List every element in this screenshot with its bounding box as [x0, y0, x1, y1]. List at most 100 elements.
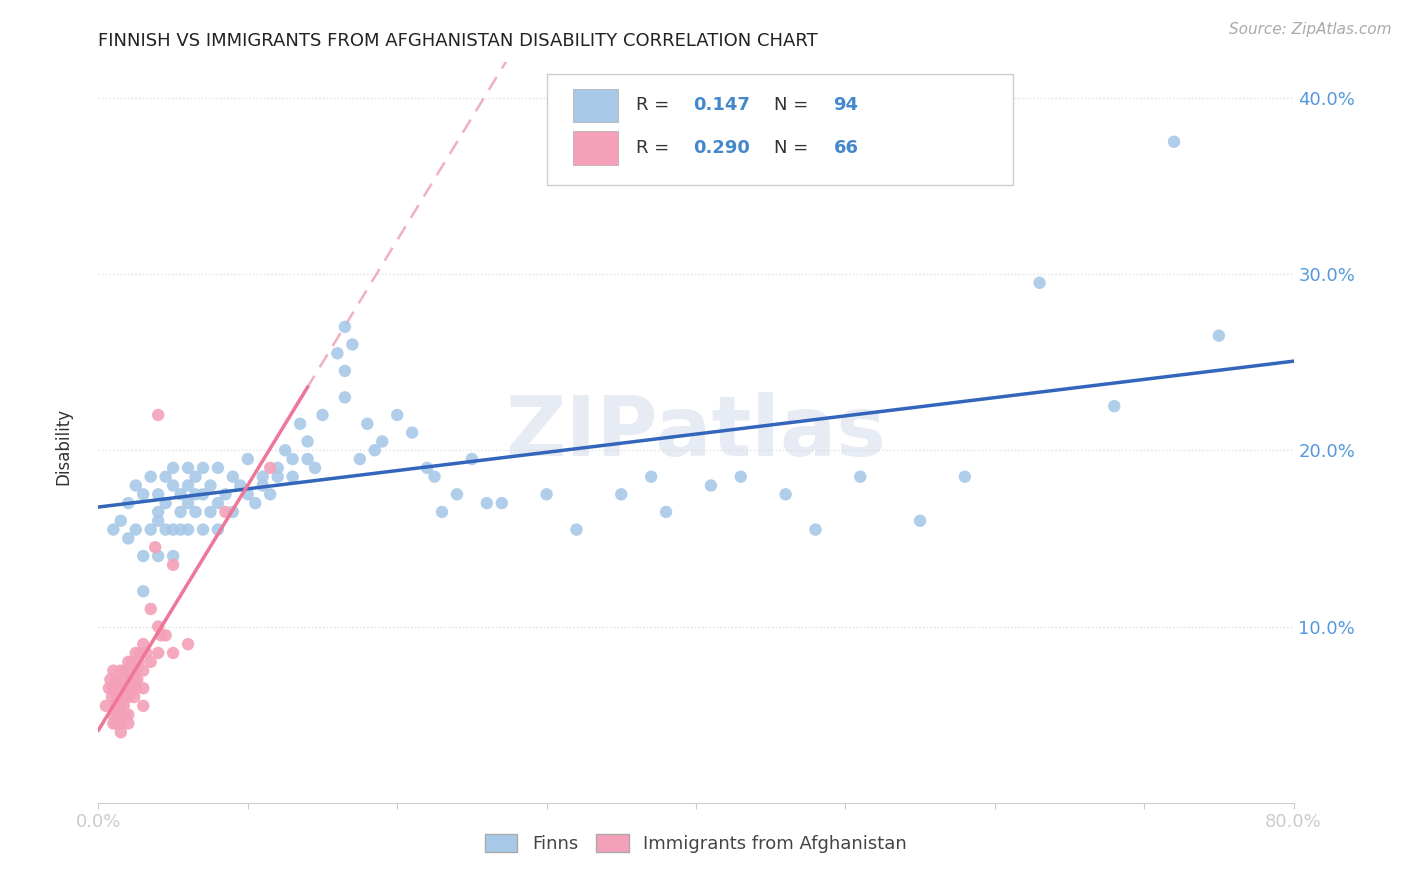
Point	[103, 664, 125, 678]
Point	[155, 523, 177, 537]
Point	[148, 408, 170, 422]
Point	[371, 434, 394, 449]
Point	[132, 637, 155, 651]
Point	[117, 690, 139, 704]
Point	[191, 461, 214, 475]
Point	[125, 681, 148, 696]
Point	[114, 707, 136, 722]
Point	[475, 496, 498, 510]
Text: ZIPatlas: ZIPatlas	[506, 392, 886, 473]
Point	[252, 469, 274, 483]
Point	[1163, 135, 1185, 149]
Point	[112, 698, 135, 713]
Point	[143, 540, 166, 554]
Point	[259, 487, 281, 501]
Legend: Finns, Immigrants from Afghanistan: Finns, Immigrants from Afghanistan	[478, 827, 914, 861]
Point	[342, 337, 364, 351]
Point	[333, 390, 356, 404]
Point	[110, 664, 132, 678]
Text: Source: ZipAtlas.com: Source: ZipAtlas.com	[1229, 22, 1392, 37]
Point	[177, 478, 200, 492]
Point	[207, 496, 229, 510]
Point	[111, 673, 134, 687]
Point	[110, 716, 132, 731]
Point	[267, 469, 290, 483]
Point	[281, 469, 304, 483]
Point	[101, 690, 124, 704]
Point	[110, 698, 132, 713]
Point	[114, 664, 136, 678]
Point	[148, 619, 170, 633]
Point	[169, 505, 191, 519]
Text: FINNISH VS IMMIGRANTS FROM AFGHANISTAN DISABILITY CORRELATION CHART: FINNISH VS IMMIGRANTS FROM AFGHANISTAN D…	[98, 32, 818, 50]
Point	[105, 690, 128, 704]
Point	[120, 681, 142, 696]
Point	[150, 628, 173, 642]
Point	[207, 461, 229, 475]
Point	[103, 681, 125, 696]
Point	[103, 707, 125, 722]
Point	[1104, 399, 1126, 413]
Point	[446, 487, 468, 501]
Point	[107, 681, 129, 696]
Point	[252, 478, 274, 492]
Point	[155, 469, 177, 483]
Text: 66: 66	[834, 138, 859, 157]
Point	[416, 461, 439, 475]
Point	[461, 452, 484, 467]
Point	[200, 478, 222, 492]
Text: R =: R =	[637, 138, 675, 157]
Point	[177, 461, 200, 475]
Point	[139, 655, 162, 669]
Point	[105, 698, 128, 713]
Point	[349, 452, 371, 467]
Point	[117, 716, 139, 731]
Point	[117, 496, 139, 510]
Point	[775, 487, 797, 501]
Point	[356, 417, 378, 431]
Point	[98, 673, 122, 687]
Point	[117, 655, 139, 669]
Point	[311, 408, 333, 422]
Point	[730, 469, 752, 483]
Point	[191, 523, 214, 537]
Point	[274, 443, 297, 458]
Point	[804, 523, 827, 537]
Point	[117, 673, 139, 687]
Point	[169, 487, 191, 501]
Text: N =: N =	[773, 138, 814, 157]
Point	[132, 664, 155, 678]
Text: Disability: Disability	[55, 408, 72, 484]
Point	[139, 523, 162, 537]
Point	[129, 646, 152, 660]
Point	[162, 478, 184, 492]
Point	[214, 505, 236, 519]
Point	[177, 496, 200, 510]
Point	[127, 673, 149, 687]
Point	[1208, 328, 1230, 343]
Point	[326, 346, 349, 360]
Point	[267, 461, 290, 475]
Point	[148, 514, 170, 528]
Point	[94, 698, 117, 713]
Point	[245, 496, 267, 510]
Point	[1028, 276, 1050, 290]
Point	[110, 681, 132, 696]
Point	[184, 487, 207, 501]
Point	[536, 487, 558, 501]
Point	[953, 469, 976, 483]
Text: 94: 94	[834, 96, 859, 114]
Point	[610, 487, 633, 501]
Point	[333, 319, 356, 334]
Point	[191, 487, 214, 501]
Point	[125, 523, 148, 537]
Point	[111, 690, 134, 704]
Point	[114, 681, 136, 696]
Point	[297, 452, 319, 467]
Point	[491, 496, 513, 510]
Point	[108, 690, 131, 704]
Point	[132, 487, 155, 501]
Point	[103, 523, 125, 537]
Point	[214, 487, 236, 501]
Point	[132, 698, 155, 713]
